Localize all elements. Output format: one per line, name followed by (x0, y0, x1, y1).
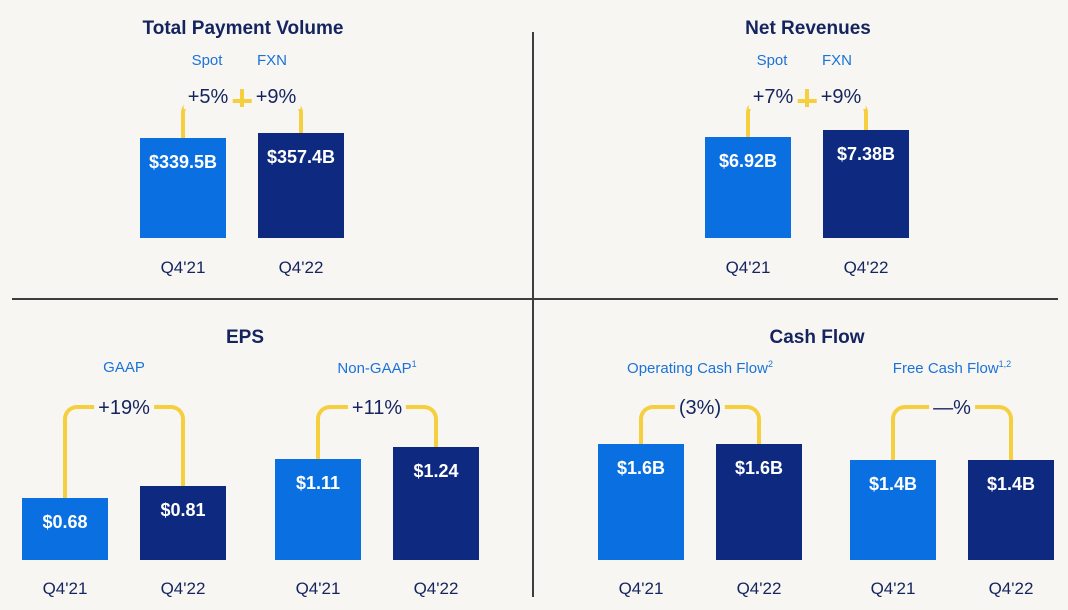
eps-nongaap-category-label: Q4'22 (413, 579, 459, 598)
net-revenues-growth-spot: +7% (748, 86, 798, 109)
eps-nongaap-subtitle-text: Non-GAAP (337, 360, 412, 377)
net-revenues-growth-separator (805, 89, 809, 107)
operating-cash-flow-bar-q4-22: $1.6B (716, 444, 802, 560)
free-cash-flow-category-label: Q4'21 (870, 579, 916, 598)
operating-cash-flow-subtitle: Operating Cash Flow2 (627, 359, 773, 377)
operating-cash-flow-value-label: $1.6B (616, 458, 666, 478)
operating-cash-flow-category-label: Q4'21 (618, 579, 664, 598)
tpv-category-label: Q4'21 (160, 258, 206, 277)
operating-cash-flow-subtitle-footnote: 2 (767, 359, 773, 369)
net-revenues-bar-q4-22: $7.38B (823, 130, 909, 238)
tpv-title: Total Payment Volume (142, 18, 344, 39)
operating-cash-flow-value-label: $1.6B (734, 458, 784, 478)
vertical-divider (532, 32, 534, 597)
net-revenues-title: Net Revenues (745, 18, 871, 39)
eps-gaap-value-label: $0.81 (160, 500, 206, 520)
free-cash-flow-growth: —% (929, 397, 975, 420)
operating-cash-flow-growth: (3%) (674, 397, 726, 420)
tpv-label-spot: Spot (191, 52, 223, 69)
eps-nongaap-bar-q4-22: $1.24 (393, 447, 479, 560)
eps-nongaap-category-label: Q4'21 (295, 579, 341, 598)
net-revenues-value-label: $7.38B (836, 144, 896, 164)
net-revenues-category-label: Q4'21 (725, 258, 771, 277)
operating-cash-flow-bar-q4-21: $1.6B (598, 444, 684, 560)
tpv-bar-q4-22: $357.4B (258, 133, 344, 238)
free-cash-flow-value-label: $1.4B (868, 474, 918, 494)
eps-nongaap-bar-q4-21: $1.11 (275, 459, 361, 560)
eps-nongaap-growth: +11% (347, 397, 407, 420)
eps-gaap-subtitle: GAAP (103, 359, 145, 376)
eps-gaap-category-label: Q4'21 (42, 579, 88, 598)
tpv-growth-separator (240, 89, 244, 107)
net-revenues-bar-q4-21: $6.92B (705, 137, 791, 238)
eps-gaap-subtitle-text: GAAP (103, 359, 145, 376)
net-revenues-growth-fxn: +9% (816, 86, 866, 109)
eps-gaap-bar-q4-22: $0.81 (140, 486, 226, 560)
operating-cash-flow-subtitle-text: Operating Cash Flow (627, 360, 768, 377)
free-cash-flow-subtitle: Free Cash Flow1,2 (893, 359, 1011, 377)
eps-nongaap-value-label: $1.24 (413, 461, 459, 481)
eps-nongaap-subtitle-footnote: 1 (411, 359, 417, 369)
eps-nongaap-value-label: $1.11 (295, 473, 341, 493)
net-revenues-category-label: Q4'22 (843, 258, 889, 277)
net-revenues-label-spot: Spot (756, 52, 788, 69)
free-cash-flow-subtitle-footnote: 1,2 (998, 359, 1012, 369)
tpv-bar-q4-21: $339.5B (140, 138, 226, 238)
net-revenues-value-label: $6.92B (718, 151, 778, 171)
operating-cash-flow-category-label: Q4'22 (736, 579, 782, 598)
free-cash-flow-subtitle-text: Free Cash Flow (892, 360, 999, 377)
free-cash-flow-category-label: Q4'22 (988, 579, 1034, 598)
tpv-growth-spot: +5% (183, 86, 233, 109)
eps-gaap-value-label: $0.68 (42, 512, 88, 532)
eps-nongaap-subtitle: Non-GAAP1 (337, 359, 416, 377)
free-cash-flow-bar-q4-21: $1.4B (850, 460, 936, 560)
eps-gaap-category-label: Q4'22 (160, 579, 206, 598)
cash-flow-title: Cash Flow (769, 327, 865, 348)
tpv-value-label: $357.4B (266, 147, 336, 167)
eps-gaap-growth: +19% (94, 397, 154, 420)
free-cash-flow-bar-q4-22: $1.4B (968, 460, 1054, 560)
tpv-category-label: Q4'22 (278, 258, 324, 277)
tpv-label-fxn: FXN (257, 52, 287, 69)
free-cash-flow-value-label: $1.4B (986, 474, 1036, 494)
horizontal-divider (12, 298, 1058, 300)
eps-gaap-bar-q4-21: $0.68 (22, 498, 108, 560)
tpv-growth-fxn: +9% (251, 86, 301, 109)
net-revenues-label-fxn: FXN (822, 52, 852, 69)
eps-title: EPS (225, 327, 265, 348)
tpv-value-label: $339.5B (148, 152, 218, 172)
